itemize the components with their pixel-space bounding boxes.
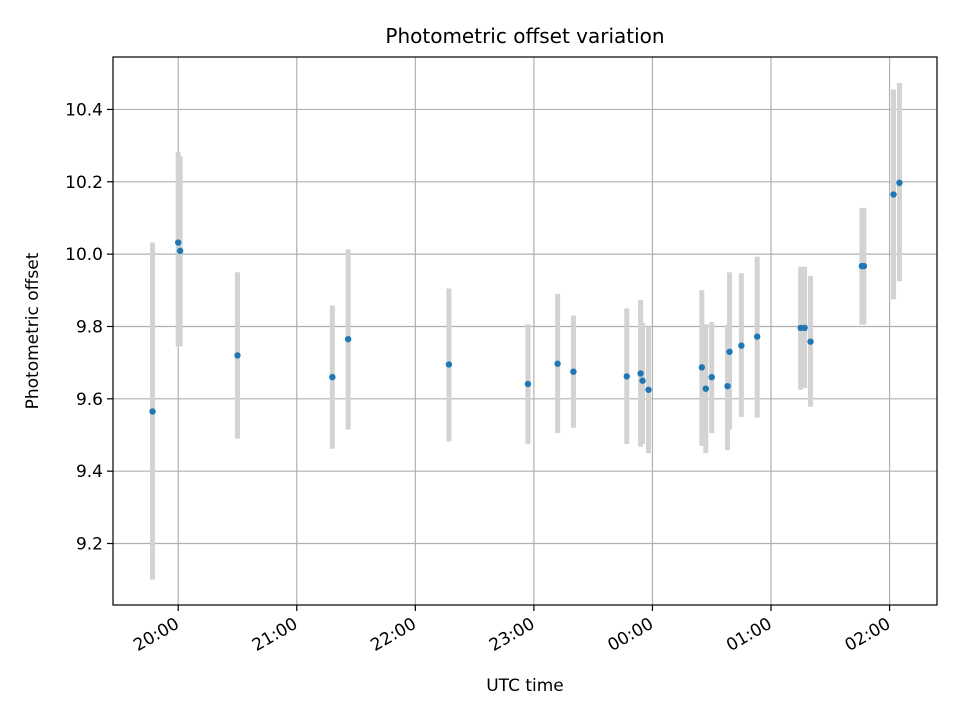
data-point (698, 364, 706, 371)
data-point (445, 361, 453, 368)
y-tick-label: 10.4 (65, 100, 103, 120)
data-point (639, 377, 646, 384)
data-point (708, 373, 715, 381)
data-point (724, 382, 731, 390)
data-point (524, 380, 532, 388)
data-point (176, 247, 184, 255)
chart-title: Photometric offset variation (385, 24, 664, 48)
y-tick-label: 9.2 (76, 535, 103, 555)
grid (113, 57, 937, 605)
data-point (329, 373, 336, 381)
y-tick-label: 9.6 (76, 390, 103, 410)
data-point (702, 385, 710, 392)
y-axis-label: Photometric offset (23, 252, 43, 409)
plot-frame (112, 56, 938, 606)
data-point (175, 239, 182, 246)
data-point (234, 352, 241, 359)
data-point (570, 368, 577, 375)
x-axis-label: UTC time (486, 676, 564, 696)
data-point (801, 324, 808, 332)
y-tick-label: 9.4 (76, 462, 103, 482)
data-point (890, 191, 897, 198)
data-point (807, 338, 814, 345)
data-point (726, 348, 733, 355)
data-point (149, 408, 156, 415)
y-tick-label: 10.0 (65, 245, 103, 265)
data-point (753, 333, 761, 340)
data-points (149, 179, 903, 415)
data-point (860, 262, 868, 270)
y-axis-ticks: 9.2 9.4 9.6 9.8 10.0 10.2 10.4 (65, 100, 113, 555)
data-point (623, 373, 630, 380)
y-tick-label: 9.8 (76, 317, 103, 337)
data-point (645, 386, 652, 393)
data-point (554, 360, 561, 367)
data-point (896, 179, 903, 187)
data-point (637, 370, 644, 377)
data-point (344, 335, 352, 343)
data-point (738, 342, 745, 349)
y-tick-label: 10.2 (65, 173, 103, 193)
